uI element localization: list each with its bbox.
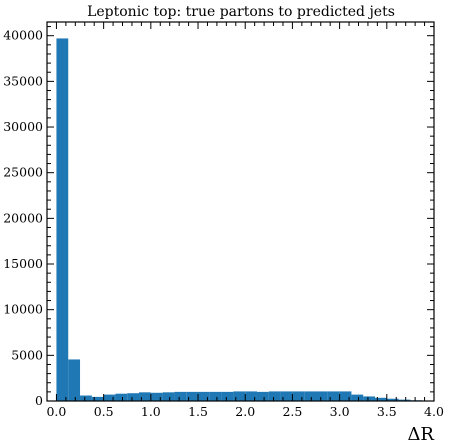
histogram-bar bbox=[339, 391, 352, 401]
histogram-bar bbox=[257, 391, 269, 401]
y-tick-label: 30000 bbox=[3, 119, 43, 134]
histogram-bar bbox=[386, 398, 399, 401]
axis-ticks bbox=[46, 22, 435, 402]
histogram-bar bbox=[80, 395, 92, 401]
y-tick-label: 10000 bbox=[3, 302, 43, 317]
histogram-bar bbox=[56, 38, 69, 402]
x-tick-label: 3.5 bbox=[377, 404, 397, 419]
y-tick-label: 25000 bbox=[3, 165, 43, 180]
histogram-bar bbox=[150, 392, 163, 401]
histogram-bar bbox=[139, 392, 151, 401]
histogram-bar bbox=[198, 391, 210, 401]
x-axis-label: ΔR bbox=[407, 424, 434, 445]
histogram-bar bbox=[375, 397, 387, 401]
histogram-bar bbox=[398, 399, 411, 401]
y-tick-label: 5000 bbox=[11, 347, 43, 362]
y-tick-label: 35000 bbox=[3, 73, 43, 88]
histogram-bar bbox=[162, 392, 175, 401]
histogram-bars bbox=[56, 38, 434, 402]
axis-tick-labels: 0.0 0.5 1.0 1.5 2.0 2.5 3.0 3.5 4.0 0 5000 10000 150… bbox=[3, 28, 444, 419]
histogram-bar bbox=[327, 391, 340, 401]
histogram-bar bbox=[186, 391, 199, 401]
x-tick-label: 4.0 bbox=[424, 404, 444, 419]
x-tick-label: 0.5 bbox=[94, 404, 114, 419]
histogram-bar bbox=[209, 391, 222, 401]
histogram-bar bbox=[115, 393, 128, 401]
histogram-bar bbox=[233, 391, 246, 401]
y-tick-label: 20000 bbox=[3, 210, 43, 225]
x-tick-label: 1.5 bbox=[188, 404, 208, 419]
histogram-bar bbox=[280, 391, 293, 401]
histogram-bar bbox=[304, 391, 317, 401]
y-tick-label: 40000 bbox=[3, 28, 43, 43]
histogram-bar bbox=[268, 391, 281, 401]
histogram-bar bbox=[363, 396, 376, 401]
histogram-bar bbox=[91, 396, 104, 401]
histogram-bar bbox=[103, 394, 116, 401]
x-tick-label: 2.0 bbox=[235, 404, 255, 419]
histogram-bar bbox=[174, 391, 187, 401]
chart-title: Leptonic top: true partons to predicted … bbox=[87, 4, 395, 20]
histogram-bar bbox=[221, 391, 234, 401]
x-tick-label: 0.0 bbox=[46, 404, 66, 419]
x-tick-label: 3.0 bbox=[330, 404, 350, 419]
histogram-bar bbox=[245, 391, 258, 401]
histogram-bar bbox=[351, 394, 364, 401]
histogram-bar bbox=[127, 393, 140, 401]
y-tick-label: 15000 bbox=[3, 256, 43, 271]
histogram-bar bbox=[68, 359, 81, 401]
plot-frame bbox=[46, 21, 435, 402]
x-tick-label: 1.0 bbox=[141, 404, 161, 419]
x-tick-label: 2.5 bbox=[282, 404, 302, 419]
histogram-bar bbox=[292, 391, 305, 401]
y-tick-label: 0 bbox=[35, 393, 43, 408]
histogram-bar bbox=[316, 391, 328, 401]
